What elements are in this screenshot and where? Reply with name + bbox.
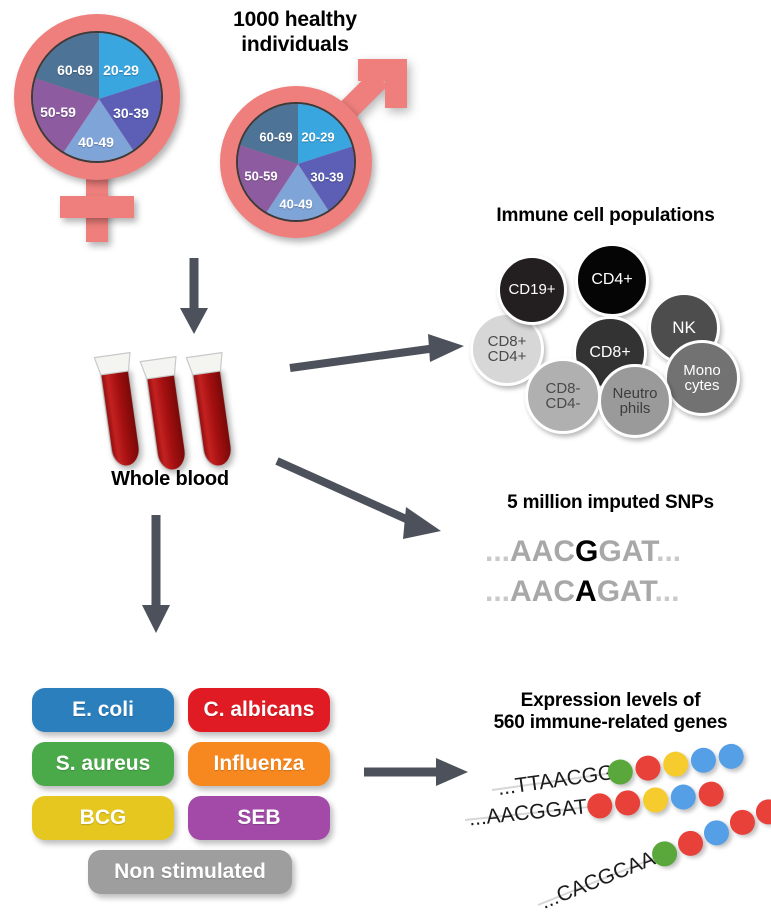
- immune-cell-label: CD8+: [589, 343, 631, 361]
- male-age-pie: 20-29 30-39 40-49 50-59 60-69: [236, 102, 356, 222]
- stimulus-pill-seb[interactable]: SEB: [188, 796, 330, 840]
- snp-suffix: ...: [656, 535, 682, 568]
- immune-cell-label: Mono: [683, 361, 721, 379]
- expression-bead: [661, 750, 690, 779]
- expression-title-line1: Expression levels of: [520, 690, 701, 711]
- immune-cell-label: CD4+: [487, 348, 527, 365]
- female-age-label-60-69: 60-69: [57, 62, 93, 78]
- male-age-label-30-39: 30-39: [310, 169, 344, 185]
- stimulus-label: C. albicans: [203, 698, 315, 721]
- immune-title: Immune cell populations: [496, 205, 715, 226]
- stimulus-label: BCG: [79, 806, 127, 829]
- arrow-cohort-to-blood: [180, 258, 208, 334]
- cohort-title-line2: individuals: [241, 32, 349, 56]
- snp-right: GAT: [596, 575, 655, 608]
- stimulus-label: S. aureus: [55, 752, 151, 775]
- expression-title: Expression levels of 560 immune-related …: [450, 690, 771, 735]
- expression-bead: [633, 753, 663, 783]
- snp-sequence-row: ...AACAGAT...: [485, 575, 679, 609]
- snp-prefix: ...: [485, 535, 511, 568]
- female-age-label-20-29: 20-29: [103, 62, 139, 78]
- expression-title-line2: 560 immune-related genes: [493, 712, 728, 734]
- expression-bead: [586, 792, 614, 820]
- arrow-blood-to-snps: [275, 457, 441, 539]
- immune-cell-neutrophils: Neutro phils: [598, 364, 672, 438]
- immune-cell-nk: NK: [648, 292, 720, 364]
- expression-bead: [613, 789, 642, 817]
- snp-left: AAC: [510, 575, 576, 608]
- male-age-label-40-49: 40-49: [279, 196, 313, 212]
- expression-bead: [726, 806, 759, 839]
- female-age-pie: 20-29 30-39 40-49 50-59 60-69: [31, 31, 163, 163]
- stimulus-pill-bcg[interactable]: BCG: [32, 796, 174, 840]
- male-age-label-20-29: 20-29: [301, 129, 335, 145]
- strand-sequence: ...AACGGAT: [467, 795, 589, 831]
- stimulus-pill-c-albicans[interactable]: C. albicans: [188, 688, 330, 732]
- stimulus-pill-e-coli[interactable]: E. coli: [32, 688, 174, 732]
- expression-bead: [674, 827, 707, 860]
- female-age-label-50-59: 50-59: [40, 104, 76, 120]
- expression-bead: [641, 786, 670, 814]
- blood-tube: [183, 346, 239, 470]
- immune-cell-label: CD4-: [545, 395, 581, 412]
- male-age-label-60-69: 60-69: [259, 129, 293, 145]
- immune-cell-cd8plus-cd4plus: CD8+ CD4+: [470, 312, 544, 386]
- snp-highlight: G: [575, 535, 599, 568]
- expression-bead: [697, 780, 725, 808]
- blood-tube: [91, 346, 147, 470]
- strand-sequence: ...CACGCAA: [537, 846, 659, 914]
- snps-title: 5 million imputed SNPs: [507, 492, 714, 513]
- immune-cell-label: CD19+: [508, 281, 556, 299]
- immune-cell-label: CD8-: [545, 379, 581, 397]
- cohort-title-line1: 1000 healthy: [233, 8, 357, 31]
- male-age-label-50-59: 50-59: [244, 168, 278, 184]
- snp-prefix: ...: [485, 575, 511, 608]
- arrow-blood-to-stimuli: [142, 515, 170, 633]
- stimulus-label: E. coli: [72, 698, 134, 721]
- immune-cell-label: NK: [672, 318, 696, 338]
- male-gender-symbol: 20-29 30-39 40-49 50-59 60-69: [208, 59, 420, 250]
- expression-bead: [700, 816, 733, 850]
- expression-bead: [689, 746, 718, 775]
- whole-blood-label: Whole blood: [111, 468, 229, 490]
- snp-suffix: ...: [654, 575, 680, 608]
- female-symbol-crossbar: [60, 196, 134, 218]
- immune-cell-cd8: CD8+: [573, 316, 647, 390]
- expression-bead: [669, 783, 698, 811]
- female-age-label-30-39: 30-39: [113, 105, 149, 121]
- whole-blood-group: [93, 330, 280, 480]
- arrow-stimuli-to-expression: [364, 758, 468, 786]
- stimulus-pill-s-aureus[interactable]: S. aureus: [32, 742, 174, 786]
- stimulus-pill-influenza[interactable]: Influenza: [188, 742, 330, 786]
- cohort-title: 1000 healthy individuals: [180, 8, 410, 58]
- immune-cell-label: CD4+: [591, 270, 633, 288]
- immune-cell-label: CD8+: [487, 332, 527, 350]
- stimulus-label: Non stimulated: [114, 860, 266, 883]
- immune-cell-label: phils: [619, 400, 651, 417]
- snp-highlight: A: [575, 575, 597, 608]
- immune-cell-label: Neutro: [612, 384, 658, 402]
- immune-cell-label: cytes: [684, 377, 720, 394]
- female-gender-symbol: 20-29 30-39 40-49 50-59 60-69: [14, 14, 194, 249]
- female-age-label-40-49: 40-49: [78, 134, 114, 150]
- male-age-pie-svg: [238, 104, 354, 220]
- immune-cell-cd4: CD4+: [575, 243, 649, 317]
- stimulus-pill-non-stimulated[interactable]: Non stimulated: [88, 850, 292, 894]
- snp-right: GAT: [598, 535, 657, 568]
- immune-cell-cd8minus-cd4minus: CD8- CD4-: [525, 358, 601, 434]
- expression-bead: [717, 742, 746, 771]
- blood-tube: [137, 350, 193, 474]
- immune-cell-monocytes: Mono cytes: [664, 340, 740, 416]
- arrow-blood-to-immune: [289, 334, 464, 372]
- snp-sequence-row: ...AACGGAT...: [485, 535, 681, 569]
- female-age-pie-svg: [33, 33, 161, 161]
- stimulus-label: Influenza: [213, 752, 305, 775]
- immune-cell-cd19: CD19+: [497, 255, 567, 325]
- snp-left: AAC: [510, 535, 576, 568]
- stimulus-label: SEB: [237, 806, 281, 829]
